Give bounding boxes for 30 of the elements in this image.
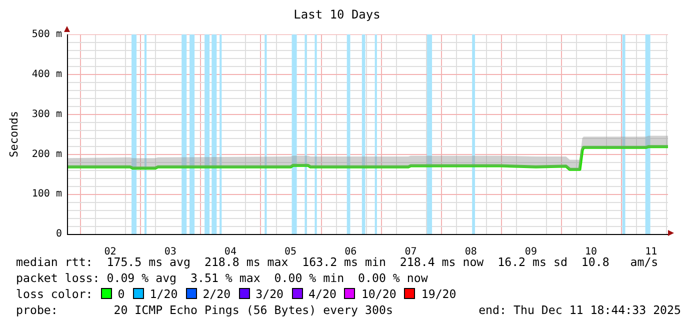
text: 1/20 bbox=[150, 287, 178, 301]
text: 10/20 bbox=[361, 287, 396, 301]
text: loss color: bbox=[16, 287, 93, 301]
y-tick-label: 500 m bbox=[32, 28, 62, 40]
text: 4/20 bbox=[308, 287, 336, 301]
text: 19/20 bbox=[421, 287, 456, 301]
text: median rtt: 175.5 ms avg 218.8 ms max 163.2 ms min 218.4 ms now 16.2 ms sd 10.8 am/s bbox=[16, 255, 658, 269]
y-tick-label: 0 bbox=[56, 228, 62, 240]
x-tick-label: 09 bbox=[524, 246, 537, 258]
x-tick-label: 11 bbox=[645, 246, 658, 258]
text: 3/20 bbox=[256, 287, 284, 301]
y-tick-label: 200 m bbox=[32, 148, 62, 160]
x-tick-label: 06 bbox=[344, 246, 357, 258]
chart-title: Last 10 Days bbox=[294, 7, 380, 22]
x-tick-label: 03 bbox=[164, 246, 176, 258]
y-tick-label: 100 m bbox=[32, 188, 62, 200]
x-tick-label: 07 bbox=[404, 246, 417, 258]
text: end: Thu Dec 11 18:44:33 2025 bbox=[478, 303, 681, 317]
y-tick-label: 400 m bbox=[32, 68, 62, 80]
text: 2/20 bbox=[202, 287, 231, 301]
text: probe: 20 ICMP Echo Pings (56 Bytes) every 300s bbox=[16, 303, 393, 317]
y-axis-title: Seconds bbox=[7, 111, 20, 158]
x-tick-label: 10 bbox=[585, 246, 598, 258]
x-tick-label: 02 bbox=[104, 246, 116, 258]
y-tick-label: 300 m bbox=[32, 108, 62, 120]
x-tick-label: 04 bbox=[224, 246, 236, 258]
text: packet loss: 0.09 % avg 3.51 % max 0.00 % min 0.00 % now bbox=[16, 271, 428, 285]
x-tick-label: 08 bbox=[464, 246, 477, 258]
x-tick-label: 05 bbox=[284, 246, 297, 258]
text: 0 bbox=[118, 287, 125, 301]
